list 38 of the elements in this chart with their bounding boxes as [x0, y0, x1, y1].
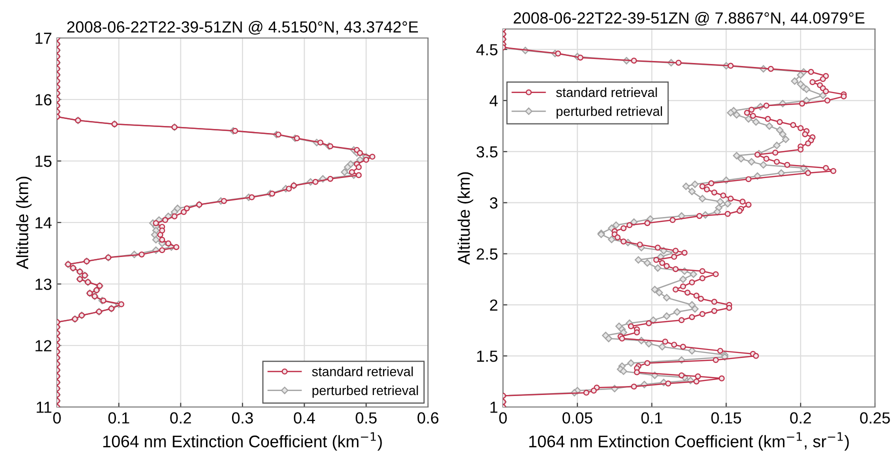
legend-label: perturbed retrieval	[556, 106, 662, 119]
y-tick-label: 3.5	[476, 146, 498, 158]
y-axis-title: Altitude (km)	[16, 176, 32, 270]
y-tick-label: 2	[490, 299, 498, 311]
x-tick-label: 0	[499, 412, 507, 424]
chart-title: 2008-06-22T22-39-51ZN @ 7.8867°N, 44.0979°E	[514, 12, 864, 26]
x-tick-label: 0.15	[711, 412, 742, 424]
y-tick-label: 17	[36, 32, 52, 44]
y-tick-label: 2.5	[476, 248, 498, 260]
y-axis-title: Altitude (km)	[458, 172, 474, 265]
x-tick-label: 0.6	[418, 412, 438, 424]
x-axis-title: 1064 nm Extinction Coefficient (km$^{−1}$)	[103, 432, 382, 451]
x-tick-label: 0.5	[356, 412, 377, 424]
x-tick-label: 0.1	[641, 412, 662, 424]
legend-label: perturbed retrieval	[312, 385, 418, 398]
y-tick-label: 4	[490, 95, 498, 106]
x-tick-label: 0.2	[790, 412, 811, 424]
x-tick-label: 0.25	[860, 412, 890, 424]
y-tick-label: 14	[36, 217, 52, 228]
y-tick-label: 1	[490, 402, 498, 413]
x-tick-label: 0.1	[108, 412, 130, 424]
x-tick-label: 0.05	[562, 412, 592, 424]
x-axis-title: 1064 nm Extinction Coefficient (km$^{−1}$, sr$^{−1}$)	[529, 432, 849, 451]
chart-title: 2008-06-22T22-39-51ZN @ 4.5150°N, 43.3742°E	[67, 20, 418, 35]
x-tick-label: 0.2	[170, 412, 191, 424]
y-tick-label: 1.5	[477, 350, 498, 362]
y-tick-label: 16	[36, 94, 52, 106]
y-tick-label: 11	[36, 402, 52, 413]
y-tick-label: 13	[36, 278, 52, 290]
x-tick-label: 0	[53, 412, 61, 424]
y-tick-label: 4.5	[476, 44, 498, 56]
y-tick-label: 15	[36, 156, 52, 167]
x-tick-label: 0.3	[232, 412, 253, 424]
legend-label: standard retrieval	[556, 87, 657, 98]
x-tick-label: 0.4	[294, 412, 315, 424]
y-tick-label: 12	[36, 340, 52, 352]
y-tick-label: 3	[490, 197, 498, 209]
legend-label: standard retrieval	[312, 366, 413, 376]
